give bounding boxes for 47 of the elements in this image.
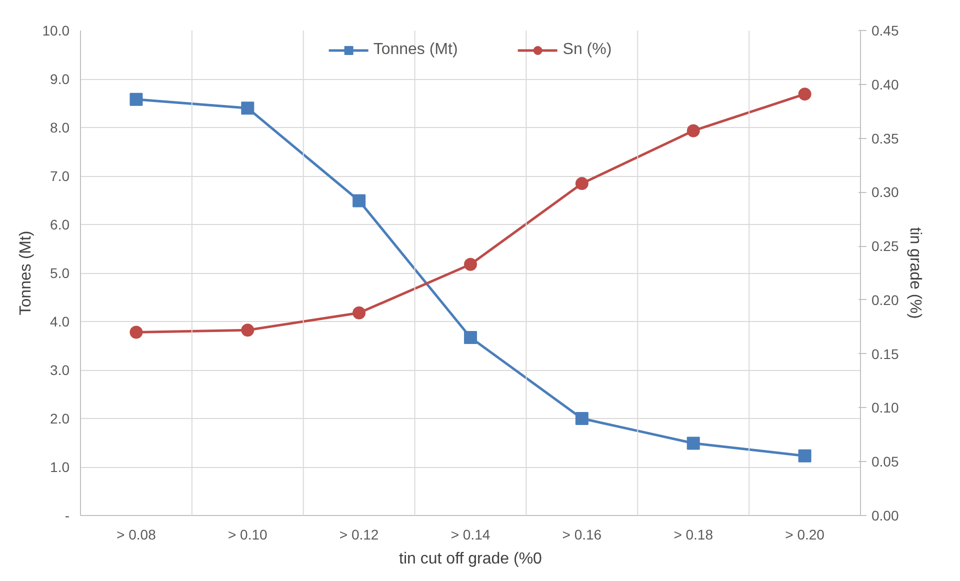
x-tick-label: > 0.10 [228, 526, 268, 542]
y-tick-label: 10.0 [42, 22, 70, 38]
point [241, 324, 254, 337]
y-tick-label: 3.0 [50, 362, 70, 378]
point [798, 88, 812, 101]
y2-tick-label: 0.40 [872, 76, 899, 92]
x-tick-label: > 0.16 [562, 526, 602, 542]
point [575, 412, 588, 425]
point [241, 102, 254, 115]
x-tick-label: > 0.18 [674, 526, 714, 542]
x-axis-title: tin cut off grade (%0 [399, 550, 542, 568]
y-tick-label: 4.0 [50, 314, 70, 330]
y-axis-title: Tonnes (Mt) [17, 230, 34, 316]
y-tick-label: 8.0 [50, 120, 70, 136]
y-tick-label: - [64, 508, 70, 524]
y-tick-label: 1.0 [50, 459, 70, 475]
y2-tick-label: 0.15 [872, 346, 899, 362]
y2-tick-label: 0.45 [872, 22, 899, 38]
y2-tick-label: 0.35 [872, 130, 899, 146]
y2-axis-title: tin grade (%) [906, 227, 924, 319]
x-tick-label: > 0.12 [339, 526, 379, 542]
point [352, 194, 366, 208]
x-tick-label: > 0.20 [785, 526, 825, 542]
x-tick-label: > 0.14 [450, 526, 490, 542]
point [130, 326, 143, 339]
point [575, 177, 588, 190]
y2-tick-label: 0.00 [872, 508, 899, 524]
legend-label: Sn (%) [562, 41, 612, 59]
y2-tick-label: 0.10 [872, 400, 899, 416]
y2-tick-label: 0.20 [872, 292, 899, 308]
point [686, 436, 700, 450]
y-tick-label: 7.0 [50, 168, 70, 184]
point [686, 124, 700, 138]
y-tick-label: 2.0 [50, 410, 70, 426]
point [464, 258, 477, 271]
point [352, 306, 366, 320]
y2-tick-label: 0.30 [872, 184, 899, 200]
y-tick-label: 5.0 [50, 265, 70, 281]
legend-label: Tonnes (Mt) [373, 41, 458, 59]
point [464, 331, 477, 344]
y-tick-label: 9.0 [50, 71, 70, 87]
y-tick-label: 6.0 [50, 216, 70, 232]
y2-tick-label: 0.05 [872, 454, 899, 470]
x-tick-label: > 0.08 [116, 526, 156, 542]
point [130, 92, 143, 106]
point [798, 449, 812, 462]
y2-tick-label: 0.25 [872, 238, 899, 254]
